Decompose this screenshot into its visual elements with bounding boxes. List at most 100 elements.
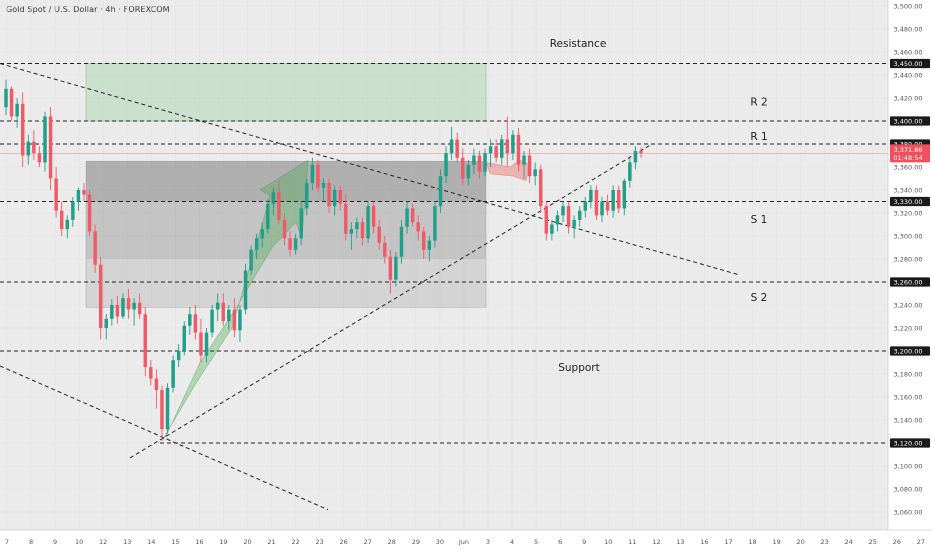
range-box-top (86, 161, 486, 202)
date-tick-label: Jun (458, 538, 469, 546)
date-tick-label: 7 (5, 538, 9, 546)
descending-trendline-upper (0, 63, 741, 276)
candle-body (260, 229, 264, 239)
candle-body (193, 314, 198, 333)
candle-body (394, 256, 398, 280)
ascending-trendline (129, 143, 653, 459)
date-tick-label: 13 (123, 538, 131, 546)
candle-body (611, 190, 615, 211)
candle-body (438, 176, 443, 207)
candle-body (383, 242, 387, 257)
candle-body (9, 88, 14, 117)
symbol-title: Gold Spot / U.S. Dollar · 4h · FOREXCOM (6, 5, 170, 14)
candle-body (427, 240, 432, 250)
date-tick-label: 16 (195, 538, 203, 546)
candle-body (160, 390, 164, 430)
price-tick-label: 3,500.00 (894, 2, 923, 10)
date-tick-label: 30 (436, 538, 444, 546)
date-tick-label: 26 (340, 538, 348, 546)
level-tag-label: 3,260.00 (894, 278, 923, 286)
date-scale-bg (0, 530, 932, 550)
candle-body (366, 206, 370, 239)
candle-body (82, 190, 86, 195)
candle-body (505, 139, 510, 154)
date-tick-label: 11 (628, 538, 636, 546)
candle-body (232, 309, 237, 331)
candle-body (483, 153, 487, 172)
candle-body (488, 146, 493, 154)
candle-body (65, 219, 69, 230)
price-scale-bg (888, 0, 932, 530)
candle-body (578, 210, 582, 220)
candle-body (583, 201, 588, 211)
date-tick-label: 5 (534, 538, 538, 546)
candle-body (327, 183, 331, 207)
candle-body (171, 360, 175, 388)
candle-body (561, 206, 565, 216)
date-tick-label: 27 (364, 538, 372, 546)
level-label-resistance: Resistance (550, 38, 607, 50)
date-tick-label: 26 (893, 538, 901, 546)
price-tick-label: 3,220.00 (894, 324, 923, 332)
candle-body (371, 206, 376, 227)
level-tag-bg (890, 277, 930, 287)
candle-body (522, 155, 526, 165)
price-tick-label: 3,300.00 (894, 232, 923, 240)
candle-body (622, 180, 627, 209)
level-tag-label: 3,120.00 (894, 439, 923, 447)
price-tick-label: 3,140.00 (894, 416, 923, 424)
candle-body (26, 141, 31, 156)
candle-body (238, 309, 242, 331)
candle-body (466, 164, 471, 179)
candle-body (433, 206, 437, 241)
candle-body (149, 367, 153, 379)
level-labels: Resistance R 2 R 1 S 1 S 2 Support (550, 38, 768, 374)
candle-body (516, 134, 521, 165)
level-tag-label: 3,400.00 (894, 117, 923, 125)
level-label-s1: S 1 (751, 214, 768, 226)
price-tick-label: 3,060.00 (894, 508, 923, 516)
level-tag-bg (890, 116, 930, 126)
candle-body (310, 164, 315, 184)
candle-body (600, 201, 604, 216)
date-tick-label: 10 (75, 538, 83, 546)
current-price-label: 3,371.86 (894, 146, 923, 154)
date-tick-label: 13 (676, 538, 684, 546)
candle-body (455, 139, 459, 158)
level-tag-label: 3,330.00 (894, 198, 923, 206)
candle-body (405, 208, 409, 227)
candle-body (221, 302, 225, 322)
price-tick-label: 3,360.00 (894, 163, 923, 171)
candle-body (37, 153, 42, 163)
price-tick-label: 3,420.00 (894, 94, 923, 102)
candle-body (43, 116, 47, 163)
candle-body (32, 141, 36, 154)
candle-body (305, 183, 309, 209)
date-tick-label: 4 (510, 538, 514, 546)
date-tick-label: 12 (652, 538, 660, 546)
candle-body (271, 192, 276, 204)
date-tick-label: 6 (558, 538, 562, 546)
candle-body (410, 208, 415, 223)
price-tick-label: 3,240.00 (894, 301, 923, 309)
candle-body (539, 169, 543, 207)
candle-body (277, 192, 281, 220)
countdown-timer: 01:48:54 (893, 154, 922, 162)
date-tick-label: 17 (724, 538, 732, 546)
date-tick-label: 12 (99, 538, 107, 546)
level-label-s2: S 2 (751, 292, 768, 304)
candle-body (316, 164, 320, 188)
date-tick-label: 23 (821, 538, 829, 546)
candle-body (4, 88, 8, 108)
candle-body (500, 139, 504, 158)
candle-body (182, 325, 186, 351)
candle-body (594, 190, 599, 216)
candle-body (472, 155, 476, 165)
date-tick-label: 14 (147, 538, 155, 546)
price-tick-label: 3,440.00 (894, 71, 923, 79)
date-tick-label: 10 (604, 538, 612, 546)
resistance-zone-box (85, 63, 487, 122)
date-tick-label: 20 (243, 538, 251, 546)
candle-body (416, 222, 420, 232)
